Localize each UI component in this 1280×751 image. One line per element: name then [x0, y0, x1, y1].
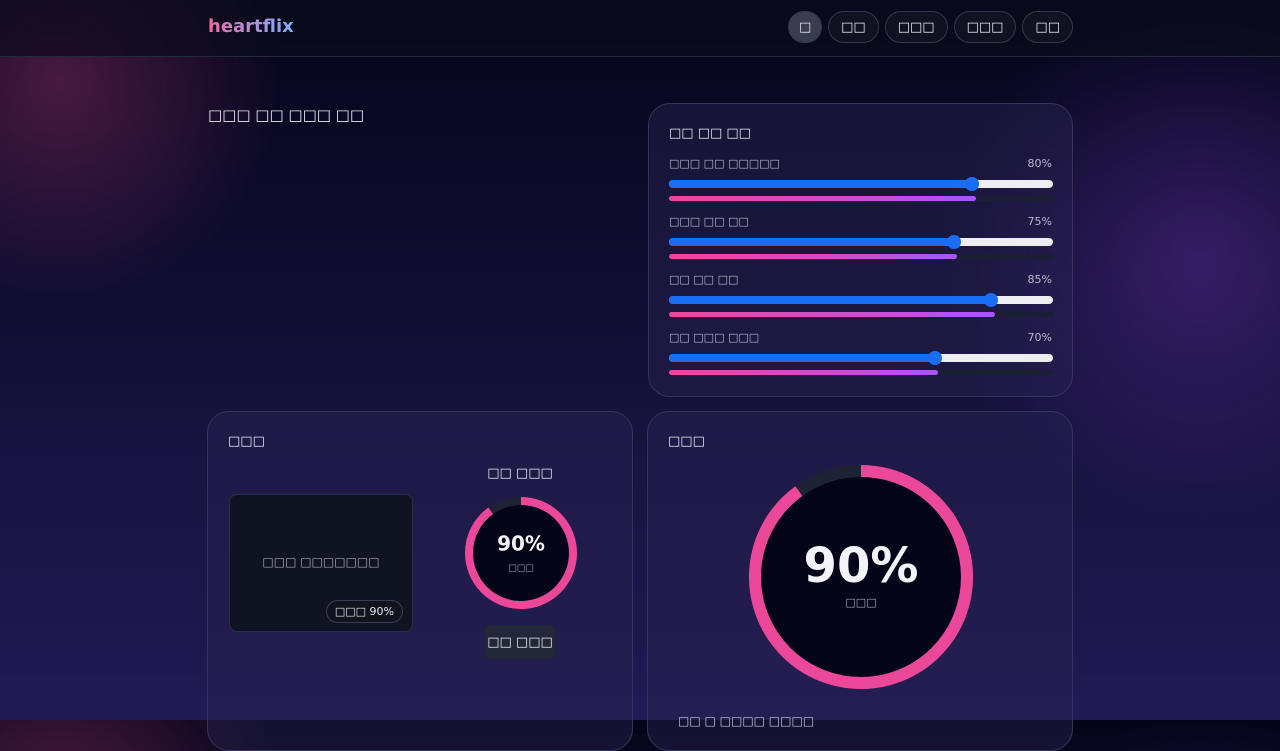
ring-fill-bg — [473, 505, 569, 601]
slider-label: □□ □□ □□ — [669, 273, 739, 286]
player-card: □□□ □□□ □□□□□□□ □□□ 90% □□ □□□ 90% □□□ □□… — [207, 411, 633, 751]
nav-items: □ □□ □□□ □□□ □□ — [788, 11, 1073, 43]
ring: 90% □□□ — [749, 465, 973, 689]
ring-arc — [465, 497, 577, 609]
logo[interactable]: heartflix — [208, 16, 294, 37]
card-title: □□ □□ □□ — [669, 126, 751, 141]
slider-thumb[interactable] — [928, 351, 942, 365]
slider-thumb[interactable] — [946, 235, 961, 249]
video-label: □□□ □□□□□□□ — [262, 555, 380, 569]
progress-bar — [669, 370, 938, 375]
slider-value: 75% — [1027, 215, 1052, 228]
ring-value: 90% — [497, 532, 545, 556]
nav-button[interactable]: □□ — [1022, 11, 1073, 43]
ring-caption: □□□ — [845, 596, 876, 609]
slider-label: □□□ □□ □□ — [669, 215, 749, 228]
slider-value: 80% — [1027, 157, 1052, 170]
nav-button[interactable]: □□□ — [884, 11, 948, 43]
video[interactable]: □□□ □□□□□□□ □□□ 90% — [229, 494, 413, 632]
hero-title: □□□ □□ □□□ □□ — [208, 106, 365, 124]
slider-label: □□□ □□ □□□□□ — [669, 157, 780, 170]
slider-thumb[interactable] — [983, 293, 998, 307]
slider-card: □□ □□ □□ □□□ □□ □□□□□ 80% □□□ □□ □□ 75% □□ □… — [648, 103, 1073, 397]
progress-bar — [669, 312, 996, 317]
ring-arc — [749, 465, 973, 689]
ring-fill-bg — [761, 477, 961, 677]
slider-thumb[interactable] — [965, 177, 979, 191]
slider-fill — [669, 180, 977, 188]
slider-fill — [669, 296, 996, 304]
slider-fill — [669, 238, 957, 246]
nav-button[interactable]: □ — [788, 11, 823, 43]
slider-label: □□ □□□ □□□ — [669, 331, 760, 344]
note: □□ □ □□□□ □□□□ — [678, 714, 815, 728]
progress-bar — [669, 196, 977, 201]
card-title: □□□ — [668, 434, 705, 449]
slider-fill — [669, 354, 938, 362]
nav-button[interactable]: □□ — [828, 11, 879, 43]
slider-value: 70% — [1027, 331, 1052, 344]
progress-bar — [669, 254, 957, 259]
badge: □□□ 90% — [325, 600, 403, 623]
button[interactable]: □□ □□□ — [485, 625, 555, 659]
ring-caption: □□□ — [508, 564, 534, 574]
card-title: □□□ — [228, 434, 265, 449]
nav-button[interactable]: □□□ — [953, 11, 1017, 43]
ring-value: 90% — [804, 538, 919, 594]
ring: 90% □□□ — [465, 497, 577, 609]
score-card: □□□ 90% □□□ □□ □ □□□□ □□□□ — [647, 411, 1073, 751]
slider-value: 85% — [1027, 273, 1052, 286]
ring-title: □□ □□□ — [487, 466, 553, 481]
nav-bar: heartflix □ □□ □□□ □□□ □□ — [0, 0, 1280, 57]
